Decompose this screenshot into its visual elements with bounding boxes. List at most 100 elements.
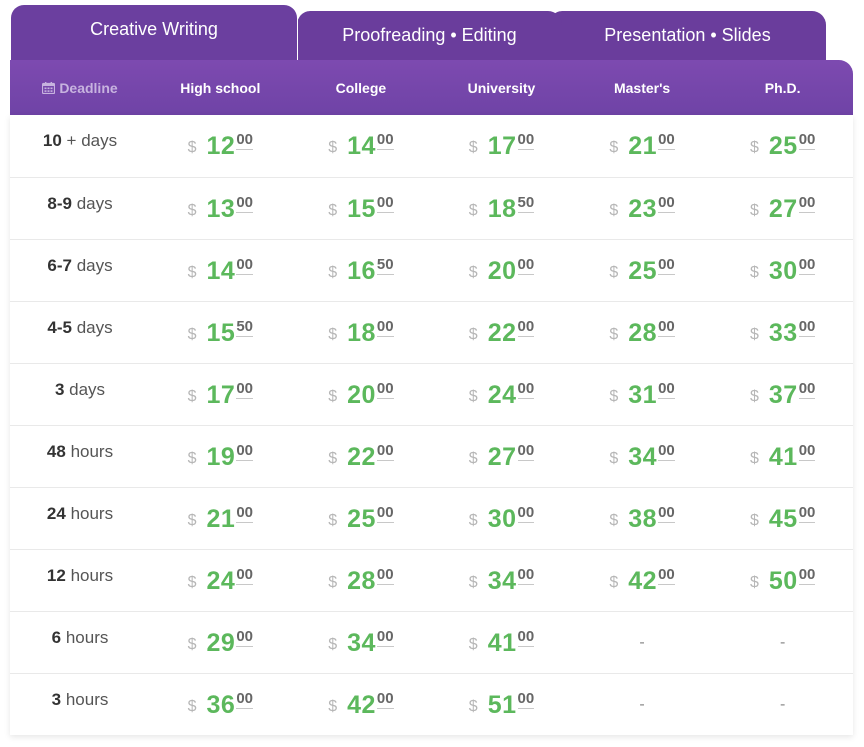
price-cell[interactable]: $38 00 xyxy=(572,504,713,534)
price: $38 00 xyxy=(609,504,675,534)
price-cell[interactable]: $24 00 xyxy=(431,380,572,410)
price: $20 00 xyxy=(328,380,394,410)
price-cell[interactable]: $50 00 xyxy=(712,566,853,596)
tab-proofreading-editing[interactable]: Proofreading • Editing xyxy=(296,11,562,60)
price-cell[interactable]: $18 00 xyxy=(291,318,432,348)
price-cell[interactable]: $25 00 xyxy=(291,504,432,534)
price-cell[interactable]: $42 00 xyxy=(291,690,432,720)
price-cell[interactable]: $24 00 xyxy=(150,566,291,596)
price-cell[interactable]: $41 00 xyxy=(712,442,853,472)
price-cell[interactable]: $14 00 xyxy=(291,131,432,161)
table-row: 6-7 days $14 00 $16 50 $20 00 $25 00 $30 00 xyxy=(10,239,853,301)
price: $17 00 xyxy=(188,380,253,410)
price-cell[interactable]: $19 00 xyxy=(150,442,291,472)
price-cell[interactable]: $15 50 xyxy=(150,318,291,348)
price: $34 00 xyxy=(609,442,675,472)
price-cents: 00 xyxy=(658,131,675,150)
price-cents: 00 xyxy=(517,565,535,585)
deadline-cell: 6-7 days xyxy=(10,256,150,286)
price-cell[interactable]: $12 00 xyxy=(150,131,291,161)
currency-symbol: $ xyxy=(468,387,478,405)
calendar-icon xyxy=(42,81,56,94)
tab-creative-writing[interactable]: Creative Writing xyxy=(10,4,298,60)
price-cents: 00 xyxy=(798,131,816,150)
price-cell[interactable]: $20 00 xyxy=(431,256,572,286)
price-cell[interactable]: $25 00 xyxy=(712,131,853,161)
price: $18 50 xyxy=(469,193,535,224)
price-cell[interactable]: $41 00 xyxy=(431,628,572,658)
price-dollars: 23 xyxy=(628,194,658,223)
price-cell[interactable]: $14 00 xyxy=(150,256,291,286)
price-dollars: 16 xyxy=(347,256,376,285)
price-cell[interactable]: $36 00 xyxy=(150,690,291,720)
price-cell[interactable]: $21 00 xyxy=(572,131,713,161)
tab-label: Creative Writing xyxy=(90,19,218,39)
price-cell[interactable]: $30 00 xyxy=(712,256,853,286)
price-dollars: 20 xyxy=(347,380,376,409)
price-cell[interactable]: $27 00 xyxy=(431,442,572,472)
price-cell[interactable]: $45 00 xyxy=(712,504,853,534)
price-cell[interactable]: $51 00 xyxy=(431,690,572,720)
price-cell[interactable]: $34 00 xyxy=(431,566,572,596)
price-cents: 00 xyxy=(376,131,394,150)
price-cents: 00 xyxy=(798,193,816,213)
price-cell[interactable]: $28 00 xyxy=(291,566,432,596)
price-cell[interactable]: $21 00 xyxy=(150,504,291,534)
currency-symbol: $ xyxy=(609,573,619,591)
price-cell[interactable]: $28 00 xyxy=(572,318,713,348)
price: $22 00 xyxy=(469,318,535,348)
price-cell[interactable]: $22 00 xyxy=(431,318,572,348)
price-cell[interactable]: $17 00 xyxy=(431,131,572,161)
price-cell[interactable]: $30 00 xyxy=(431,504,572,534)
deadline-value: 12 xyxy=(46,565,66,585)
price-dollars: 30 xyxy=(487,504,517,533)
price-dollars: 15 xyxy=(347,194,376,223)
currency-symbol: $ xyxy=(187,635,197,653)
price-cell[interactable]: $20 00 xyxy=(291,380,432,410)
price-cell[interactable]: $17 00 xyxy=(150,380,291,410)
deadline-unit: + days xyxy=(66,131,118,150)
price: $13 00 xyxy=(188,194,253,224)
price-cell[interactable]: $29 00 xyxy=(150,628,291,658)
price-cell[interactable]: $42 00 xyxy=(572,566,713,596)
price-cell[interactable]: $25 00 xyxy=(572,256,713,286)
price-cell[interactable]: $18 50 xyxy=(431,194,572,224)
currency-symbol: $ xyxy=(749,201,759,219)
price-cell[interactable]: $13 00 xyxy=(150,194,291,224)
price-unavailable: - xyxy=(639,633,645,651)
price-cell[interactable]: $31 00 xyxy=(572,380,713,410)
currency-symbol: $ xyxy=(468,697,478,715)
price-dollars: 45 xyxy=(768,504,798,533)
price: $50 00 xyxy=(749,566,816,596)
currency-symbol: $ xyxy=(749,573,759,591)
price: $16 50 xyxy=(328,256,394,286)
price: $33 00 xyxy=(750,318,816,348)
price-dollars: 29 xyxy=(206,628,236,657)
table-row: 3 days $17 00 $20 00 $24 00 $31 00 $37 00 xyxy=(10,363,853,425)
price-table-body: 10 + days $12 00 $14 00 $17 00 $21 00 $25 00 8-9 da… xyxy=(10,115,853,735)
price: $21 00 xyxy=(188,504,253,534)
price-cell[interactable]: $33 00 xyxy=(712,318,853,348)
tab-presentation-slides[interactable]: Presentation • Slides xyxy=(548,11,826,60)
price-cell[interactable]: $34 00 xyxy=(572,442,713,472)
price-cell[interactable]: $22 00 xyxy=(291,442,432,472)
table-row: 24 hours $21 00 $25 00 $30 00 $38 00 $45 00 xyxy=(10,487,853,549)
price-cell[interactable]: $34 00 xyxy=(291,628,432,658)
price-cell[interactable]: $15 00 xyxy=(291,194,432,224)
price-cents: 00 xyxy=(658,379,675,399)
column-header-masters: Master's xyxy=(613,79,671,96)
price-cents: 00 xyxy=(376,193,394,213)
deadline-value: 48 xyxy=(46,441,66,461)
price-cents: 50 xyxy=(517,193,535,213)
price-cell[interactable]: $23 00 xyxy=(572,194,713,224)
price-cell[interactable]: $37 00 xyxy=(712,380,853,410)
deadline-cell: 3 hours xyxy=(10,690,150,720)
price-dollars: 21 xyxy=(628,132,658,160)
currency-symbol: $ xyxy=(749,263,759,281)
deadline-value: 6-7 xyxy=(47,255,72,275)
price-cell[interactable]: $16 50 xyxy=(291,256,432,286)
price-unavailable: - xyxy=(639,695,645,713)
price: $45 00 xyxy=(750,504,816,534)
price-dollars: 12 xyxy=(206,132,236,160)
price-cell[interactable]: $27 00 xyxy=(712,194,853,224)
